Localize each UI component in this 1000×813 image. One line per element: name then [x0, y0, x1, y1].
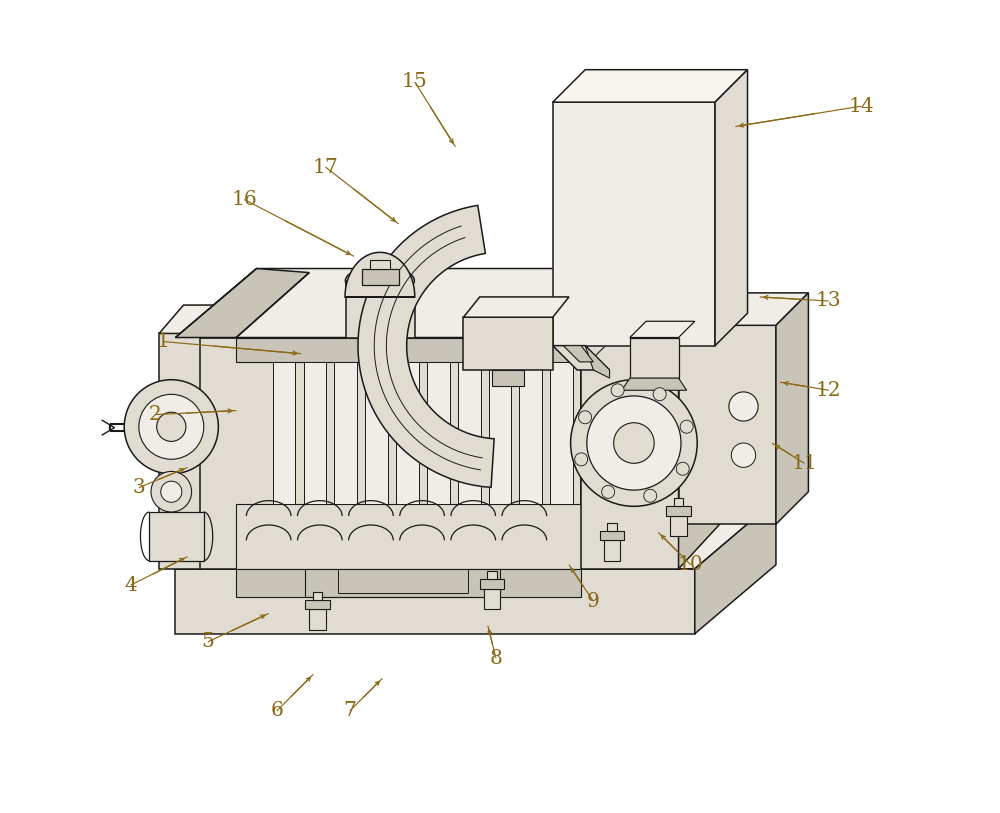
Polygon shape — [458, 362, 481, 504]
Polygon shape — [679, 293, 808, 325]
Circle shape — [611, 384, 624, 397]
Circle shape — [729, 392, 758, 421]
Polygon shape — [480, 580, 504, 589]
Polygon shape — [581, 268, 662, 569]
Polygon shape — [776, 293, 808, 524]
Text: 8: 8 — [490, 649, 502, 667]
Polygon shape — [334, 362, 357, 504]
Polygon shape — [463, 297, 569, 317]
Polygon shape — [159, 305, 224, 333]
Circle shape — [575, 453, 588, 466]
Polygon shape — [600, 531, 624, 541]
Polygon shape — [630, 321, 695, 337]
Text: 13: 13 — [816, 292, 842, 311]
Polygon shape — [604, 541, 620, 561]
Polygon shape — [358, 206, 494, 487]
Circle shape — [124, 380, 218, 474]
Polygon shape — [175, 268, 662, 337]
Circle shape — [157, 412, 186, 441]
Polygon shape — [365, 362, 388, 504]
Polygon shape — [396, 362, 419, 504]
Polygon shape — [622, 378, 687, 390]
Polygon shape — [345, 252, 415, 297]
Polygon shape — [236, 569, 581, 598]
Polygon shape — [553, 70, 748, 102]
Polygon shape — [674, 498, 683, 506]
Circle shape — [653, 388, 666, 401]
Circle shape — [579, 411, 592, 424]
Polygon shape — [309, 610, 326, 630]
Polygon shape — [666, 506, 691, 516]
Polygon shape — [427, 362, 450, 504]
Text: 16: 16 — [231, 190, 257, 209]
Polygon shape — [304, 362, 326, 504]
Text: 1: 1 — [157, 332, 170, 351]
Polygon shape — [670, 516, 687, 537]
Circle shape — [676, 463, 689, 476]
Polygon shape — [149, 512, 204, 561]
Polygon shape — [175, 569, 695, 634]
Text: 11: 11 — [791, 454, 817, 473]
Circle shape — [587, 396, 681, 490]
Polygon shape — [679, 289, 727, 569]
Circle shape — [602, 485, 615, 498]
Text: 3: 3 — [132, 478, 145, 498]
Polygon shape — [679, 325, 776, 524]
Polygon shape — [236, 504, 581, 569]
Text: 7: 7 — [343, 702, 356, 720]
Polygon shape — [519, 362, 542, 504]
Polygon shape — [585, 346, 610, 378]
Text: 12: 12 — [816, 380, 842, 400]
Polygon shape — [550, 362, 573, 504]
Text: 2: 2 — [149, 405, 161, 424]
Polygon shape — [362, 268, 399, 285]
Polygon shape — [487, 572, 497, 580]
Polygon shape — [484, 589, 500, 610]
Text: 5: 5 — [201, 633, 214, 651]
Polygon shape — [313, 592, 322, 600]
Polygon shape — [581, 289, 727, 337]
Polygon shape — [607, 523, 617, 531]
Circle shape — [614, 423, 654, 463]
Polygon shape — [581, 337, 679, 569]
Polygon shape — [175, 337, 581, 569]
Polygon shape — [489, 362, 511, 504]
Text: 9: 9 — [587, 592, 600, 611]
Text: 6: 6 — [270, 702, 283, 720]
Polygon shape — [695, 500, 776, 634]
Circle shape — [644, 489, 657, 502]
Polygon shape — [175, 268, 309, 337]
Polygon shape — [563, 346, 593, 362]
Circle shape — [151, 472, 192, 512]
Polygon shape — [273, 362, 295, 504]
Polygon shape — [553, 346, 610, 370]
Polygon shape — [715, 70, 748, 346]
Text: 4: 4 — [124, 576, 137, 594]
Circle shape — [680, 420, 693, 433]
Circle shape — [571, 380, 697, 506]
Polygon shape — [346, 280, 415, 337]
Polygon shape — [630, 337, 679, 378]
Circle shape — [139, 394, 204, 459]
Polygon shape — [236, 337, 581, 362]
Polygon shape — [463, 317, 553, 370]
Circle shape — [161, 481, 182, 502]
Text: 15: 15 — [402, 72, 428, 91]
Polygon shape — [175, 500, 776, 569]
Circle shape — [731, 443, 756, 467]
Polygon shape — [370, 260, 390, 268]
Polygon shape — [553, 102, 715, 346]
Text: 14: 14 — [848, 97, 874, 115]
Polygon shape — [159, 333, 200, 569]
Polygon shape — [305, 600, 330, 610]
Text: 17: 17 — [313, 158, 338, 176]
Text: 10: 10 — [678, 555, 704, 574]
Polygon shape — [492, 370, 524, 386]
